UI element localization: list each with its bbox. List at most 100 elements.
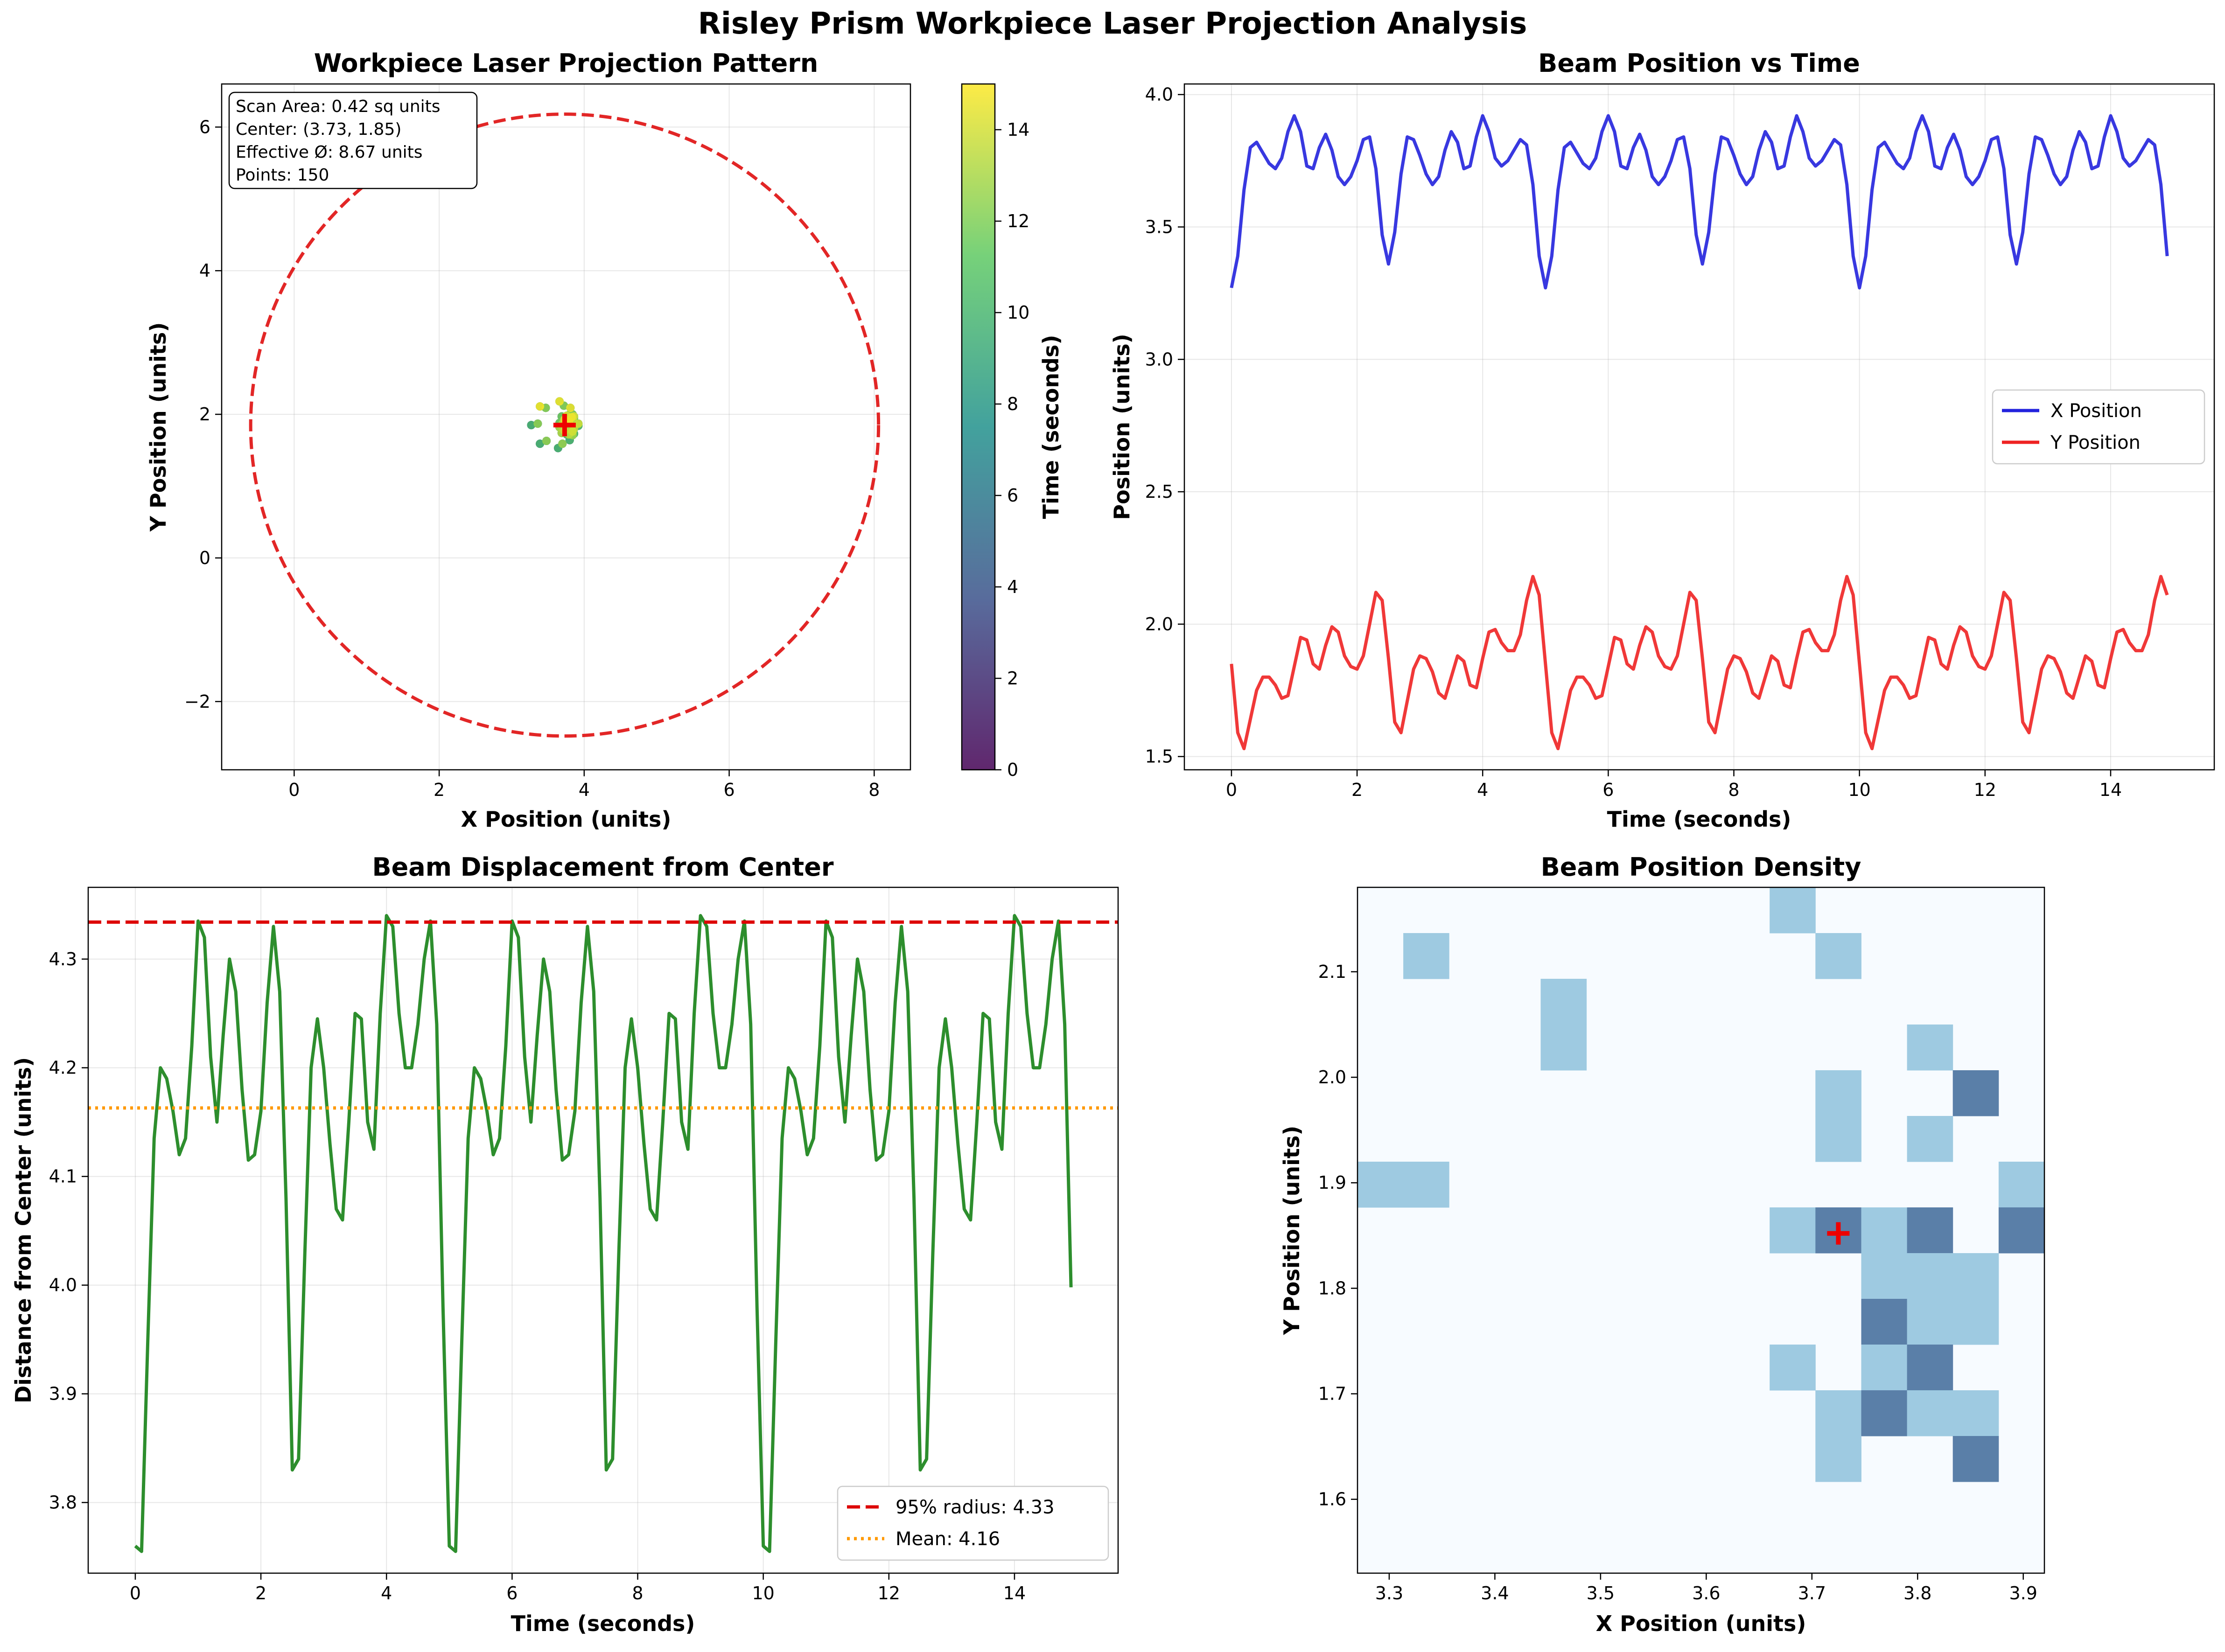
displacement-legend: 95% radius: 4.33 Mean: 4.16 (837, 1485, 1109, 1561)
timeseries-legend-frame (1992, 389, 2205, 465)
colorbar-tick-label: 0 (1007, 760, 1018, 780)
density-cell (1952, 1436, 1999, 1482)
info-box-frame (228, 91, 478, 189)
y-tick-label: 6 (199, 117, 210, 137)
x-tick-label: 3.3 (1375, 1583, 1403, 1603)
y-tick-label: 2.5 (1145, 481, 1173, 502)
y-tick-label: 4 (199, 260, 210, 281)
info-scan-area: Scan Area: 0.42 sq units (236, 97, 441, 116)
density-cell (1907, 1390, 1953, 1436)
density-cell (1815, 1390, 1861, 1436)
density-cell (1952, 1390, 1999, 1436)
beam-point (558, 439, 567, 448)
timeseries-frame (1183, 83, 2215, 771)
x-tick-label: 14 (1003, 1583, 1026, 1603)
y-tick-label: 4.2 (49, 1058, 77, 1078)
legend-mean-label: Mean: 4.16 (896, 1528, 1000, 1550)
x-tick-label: 4 (381, 1583, 392, 1603)
density-cell (1952, 1299, 1999, 1345)
density-cell (1540, 1025, 1587, 1071)
beam-point (568, 427, 577, 436)
beam-point (574, 419, 583, 428)
scan-boundary-circle (249, 112, 881, 738)
x-position-line (1230, 114, 2169, 290)
x-tick-label: 3.7 (1798, 1583, 1826, 1603)
x-tick-label: 2 (255, 1583, 266, 1603)
displacement-xlabel: Time (seconds) (511, 1611, 695, 1636)
beam-point (567, 413, 576, 422)
x-tick-label: 3.4 (1481, 1583, 1509, 1603)
displacement-ylabel: Distance from Center (units) (11, 1057, 36, 1403)
x-tick-label: 14 (2099, 780, 2122, 800)
density-cell (1907, 1116, 1953, 1162)
density-cell (1861, 1253, 1908, 1299)
legend-x-label: X Position (2050, 400, 2142, 422)
density-cell (1998, 1207, 2045, 1254)
pattern-plot (249, 112, 881, 738)
y-tick-label: 3.5 (1145, 216, 1173, 237)
density-cell (1952, 1070, 1999, 1116)
y-tick-label: 3.9 (49, 1384, 77, 1404)
panel-pattern: Workpiece Laser Projection Pattern 0 2 4 6 8… (146, 49, 1064, 832)
x-tick-label: 3.8 (1903, 1583, 1931, 1603)
displacement-plot (88, 914, 1118, 1553)
x-tick-label: 6 (723, 780, 735, 800)
pattern-xlabel: X Position (units) (461, 807, 672, 832)
density-cell (1403, 1162, 1449, 1208)
colorbar-tick-label: 2 (1007, 668, 1018, 689)
colorbar-tick-label: 12 (1007, 211, 1029, 231)
density-cell (1952, 1253, 1999, 1299)
density-cell (1907, 1345, 1953, 1391)
density-cell (1403, 933, 1449, 979)
y-tick-label: 3.8 (49, 1492, 77, 1513)
density-cell (1907, 1025, 1953, 1071)
x-tick-label: 8 (632, 1583, 643, 1603)
x-tick-label: 8 (1728, 780, 1739, 800)
colorbar-tick-label: 14 (1007, 119, 1029, 140)
density-cell (1907, 1207, 1953, 1254)
colorbar-frame (961, 83, 996, 771)
displacement-title: Beam Displacement from Center (372, 852, 833, 882)
panel-displacement: Beam Displacement from Center 0 2 4 6 8 10 12 1… (11, 852, 1119, 1636)
x-tick-label: 2 (1351, 780, 1363, 800)
displacement-legend-frame (837, 1485, 1109, 1561)
x-tick-label: 2 (434, 780, 445, 800)
x-tick-label: 4 (579, 780, 590, 800)
x-tick-label: 0 (1226, 780, 1237, 800)
pattern-ticks: 0 2 4 6 8 −2 0 2 4 6 (184, 117, 880, 800)
panel-density: Beam Position Density 3.3 3.4 3.5 3.6 3.7 3.8… (1279, 852, 2045, 1636)
y-tick-label: 1.5 (1145, 746, 1173, 767)
density-cell (1815, 933, 1861, 979)
info-effective-diameter: Effective Ø: 8.67 units (236, 143, 423, 162)
x-tick-label: 10 (1848, 780, 1870, 800)
density-cell (1815, 1070, 1861, 1116)
x-tick-label: 0 (130, 1583, 141, 1603)
displacement-ticks: 0 2 4 6 8 10 12 14 3.8 3.9 4.0 4.1 4.2 4.3 (49, 949, 1026, 1603)
suptitle: Risley Prism Workpiece Laser Projection … (698, 7, 1527, 41)
x-tick-label: 12 (878, 1583, 900, 1603)
density-cell (1815, 1436, 1861, 1482)
x-tick-label: 3.6 (1692, 1583, 1720, 1603)
density-cell (1907, 1253, 1953, 1299)
y-tick-label: −2 (184, 691, 210, 712)
density-plot (1357, 887, 2045, 1573)
panel-timeseries: Beam Position vs Time 0 2 4 6 8 10 12 14 1.5 2.0 2… (1109, 49, 2215, 832)
colorbar-ticks: 0 2 4 6 8 10 12 14 (995, 119, 1029, 780)
pattern-info-box: Scan Area: 0.42 sq units Center: (3.73, … (228, 91, 478, 189)
y-tick-label: 4.1 (49, 1166, 77, 1187)
colorbar (962, 84, 995, 770)
density-center-marker (1827, 1222, 1850, 1245)
pattern-ylabel: Y Position (units) (146, 322, 171, 532)
timeseries-ticks: 0 2 4 6 8 10 12 14 1.5 2.0 2.5 3.0 3.5 4.0 (1145, 84, 2122, 800)
displacement-line (134, 914, 1073, 1553)
colorbar-tick-label: 4 (1007, 577, 1018, 597)
density-cell (1815, 1116, 1861, 1162)
density-cell (1770, 887, 1816, 934)
beam-point (536, 439, 545, 448)
legend-y-label: Y Position (2050, 432, 2141, 453)
y-tick-label: 2.0 (1318, 1067, 1346, 1087)
density-cell (1770, 1345, 1816, 1391)
x-tick-label: 8 (868, 780, 880, 800)
y-tick-label: 3.0 (1145, 349, 1173, 369)
x-tick-label: 6 (506, 1583, 518, 1603)
